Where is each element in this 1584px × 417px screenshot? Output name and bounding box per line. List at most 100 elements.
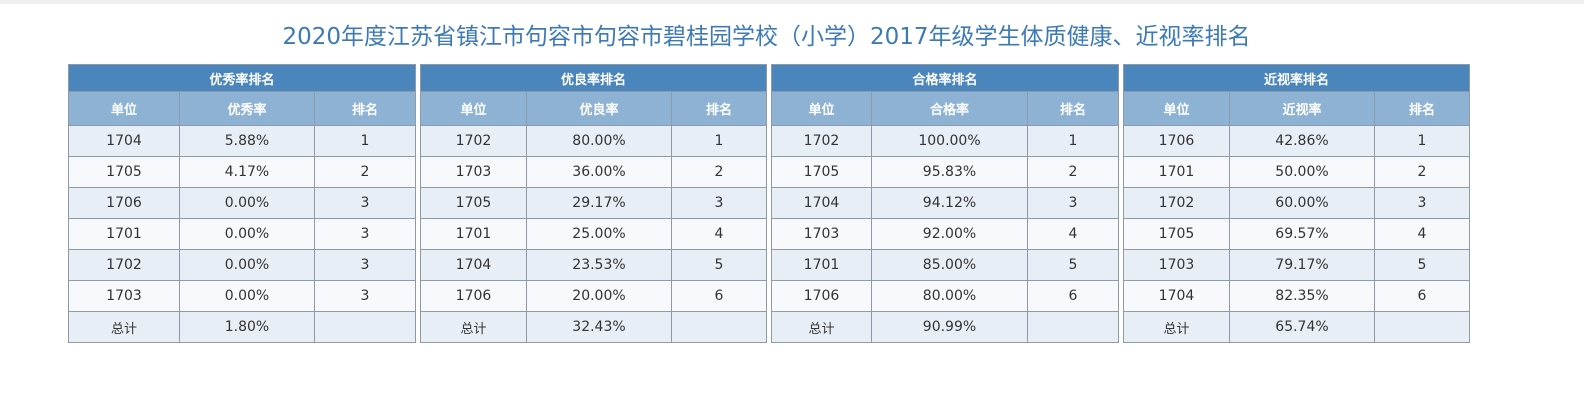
rank-cell: 3 bbox=[313, 218, 417, 250]
table-header-row: 单位 合格率 排名 bbox=[771, 91, 1120, 126]
rank-cell: 6 bbox=[1026, 280, 1120, 312]
rate-cell: 82.35% bbox=[1229, 280, 1375, 312]
unit-cell: 1705 bbox=[1123, 218, 1230, 250]
column-header-rank: 排名 bbox=[1026, 91, 1120, 126]
unit-cell: 1703 bbox=[68, 280, 180, 312]
total-row: 总计 90.99% bbox=[771, 311, 1120, 343]
column-header-unit: 单位 bbox=[1123, 91, 1230, 126]
rank-cell: 1 bbox=[1373, 125, 1471, 157]
rank-cell: 2 bbox=[1026, 156, 1120, 188]
rank-cell: 3 bbox=[313, 187, 417, 219]
table-row: 1705 69.57% 4 bbox=[1123, 218, 1471, 250]
total-rank-cell bbox=[1026, 311, 1120, 343]
table-row: 1702 100.00% 1 bbox=[771, 125, 1120, 157]
unit-cell: 1701 bbox=[771, 249, 872, 281]
rank-cell: 3 bbox=[1373, 187, 1471, 219]
table-row: 1705 29.17% 3 bbox=[420, 187, 768, 219]
table-caption: 近视率排名 bbox=[1122, 64, 1471, 92]
unit-cell: 1703 bbox=[420, 156, 527, 188]
table-row: 1704 23.53% 5 bbox=[420, 249, 768, 281]
table-caption: 优良率排名 bbox=[419, 64, 768, 92]
rate-cell: 23.53% bbox=[526, 249, 672, 281]
table-caption-row: 优秀率排名 bbox=[67, 64, 417, 92]
rate-cell: 60.00% bbox=[1229, 187, 1375, 219]
column-header-unit: 单位 bbox=[68, 91, 180, 126]
table-header-row: 单位 优良率 排名 bbox=[420, 91, 768, 126]
total-rank-cell bbox=[1373, 311, 1471, 343]
unit-cell: 1706 bbox=[68, 187, 180, 219]
total-label: 总计 bbox=[1123, 311, 1230, 343]
table-row: 1706 80.00% 6 bbox=[771, 280, 1120, 312]
rank-cell: 2 bbox=[1373, 156, 1471, 188]
table-row: 1703 79.17% 5 bbox=[1123, 249, 1471, 281]
unit-cell: 1701 bbox=[68, 218, 180, 250]
table-row: 1701 0.00% 3 bbox=[68, 218, 417, 250]
table-row: 1704 82.35% 6 bbox=[1123, 280, 1471, 312]
table-row: 1705 95.83% 2 bbox=[771, 156, 1120, 188]
rank-cell: 1 bbox=[670, 125, 768, 157]
unit-cell: 1705 bbox=[68, 156, 180, 188]
unit-cell: 1704 bbox=[68, 125, 180, 157]
column-header-rank: 排名 bbox=[670, 91, 768, 126]
unit-cell: 1702 bbox=[68, 249, 180, 281]
rate-cell: 0.00% bbox=[179, 187, 315, 219]
rank-cell: 5 bbox=[670, 249, 768, 281]
unit-cell: 1706 bbox=[771, 280, 872, 312]
rank-cell: 3 bbox=[1026, 187, 1120, 219]
unit-cell: 1706 bbox=[1123, 125, 1230, 157]
myopia-rate-table: 近视率排名 单位 近视率 排名 1706 42.86% 1 1701 50.00% 2 1702 60… bbox=[1122, 64, 1471, 343]
rank-cell: 5 bbox=[1373, 249, 1471, 281]
unit-cell: 1702 bbox=[420, 125, 527, 157]
rate-cell: 20.00% bbox=[526, 280, 672, 312]
good-rate-table: 优良率排名 单位 优良率 排名 1702 80.00% 1 1703 36.00% 2 1705 29… bbox=[419, 64, 768, 343]
unit-cell: 1704 bbox=[420, 249, 527, 281]
table-row: 1703 92.00% 4 bbox=[771, 218, 1120, 250]
rank-cell: 5 bbox=[1026, 249, 1120, 281]
rate-cell: 42.86% bbox=[1229, 125, 1375, 157]
unit-cell: 1701 bbox=[1123, 156, 1230, 188]
unit-cell: 1706 bbox=[420, 280, 527, 312]
table-caption-row: 合格率排名 bbox=[770, 64, 1120, 92]
column-header-rate: 近视率 bbox=[1229, 91, 1375, 126]
rank-cell: 4 bbox=[1373, 218, 1471, 250]
table-row: 1702 0.00% 3 bbox=[68, 249, 417, 281]
rank-cell: 1 bbox=[1026, 125, 1120, 157]
total-rank-cell bbox=[670, 311, 768, 343]
column-header-unit: 单位 bbox=[420, 91, 527, 126]
rank-cell: 6 bbox=[670, 280, 768, 312]
total-rate-cell: 32.43% bbox=[526, 311, 672, 343]
rate-cell: 0.00% bbox=[179, 218, 315, 250]
rate-cell: 50.00% bbox=[1229, 156, 1375, 188]
unit-cell: 1705 bbox=[771, 156, 872, 188]
rank-cell: 3 bbox=[313, 249, 417, 281]
total-row: 总计 65.74% bbox=[1123, 311, 1471, 343]
table-row: 1706 42.86% 1 bbox=[1123, 125, 1471, 157]
column-header-rate: 优秀率 bbox=[179, 91, 315, 126]
table-header-row: 单位 近视率 排名 bbox=[1123, 91, 1471, 126]
column-header-rank: 排名 bbox=[1373, 91, 1471, 126]
column-header-unit: 单位 bbox=[771, 91, 872, 126]
table-row: 1704 5.88% 1 bbox=[68, 125, 417, 157]
rate-cell: 94.12% bbox=[871, 187, 1028, 219]
table-caption-row: 优良率排名 bbox=[419, 64, 768, 92]
total-rank-cell bbox=[313, 311, 417, 343]
table-row: 1701 25.00% 4 bbox=[420, 218, 768, 250]
rate-cell: 4.17% bbox=[179, 156, 315, 188]
unit-cell: 1704 bbox=[1123, 280, 1230, 312]
unit-cell: 1703 bbox=[771, 218, 872, 250]
unit-cell: 1702 bbox=[1123, 187, 1230, 219]
rank-cell: 2 bbox=[670, 156, 768, 188]
rank-cell: 4 bbox=[1026, 218, 1120, 250]
total-label: 总计 bbox=[771, 311, 872, 343]
rank-cell: 3 bbox=[670, 187, 768, 219]
column-header-rate: 合格率 bbox=[871, 91, 1028, 126]
column-header-rank: 排名 bbox=[313, 91, 417, 126]
rank-cell: 6 bbox=[1373, 280, 1471, 312]
unit-cell: 1701 bbox=[420, 218, 527, 250]
unit-cell: 1702 bbox=[771, 125, 872, 157]
rate-cell: 29.17% bbox=[526, 187, 672, 219]
total-row: 总计 32.43% bbox=[420, 311, 768, 343]
unit-cell: 1704 bbox=[771, 187, 872, 219]
column-header-rate: 优良率 bbox=[526, 91, 672, 126]
table-row: 1706 0.00% 3 bbox=[68, 187, 417, 219]
